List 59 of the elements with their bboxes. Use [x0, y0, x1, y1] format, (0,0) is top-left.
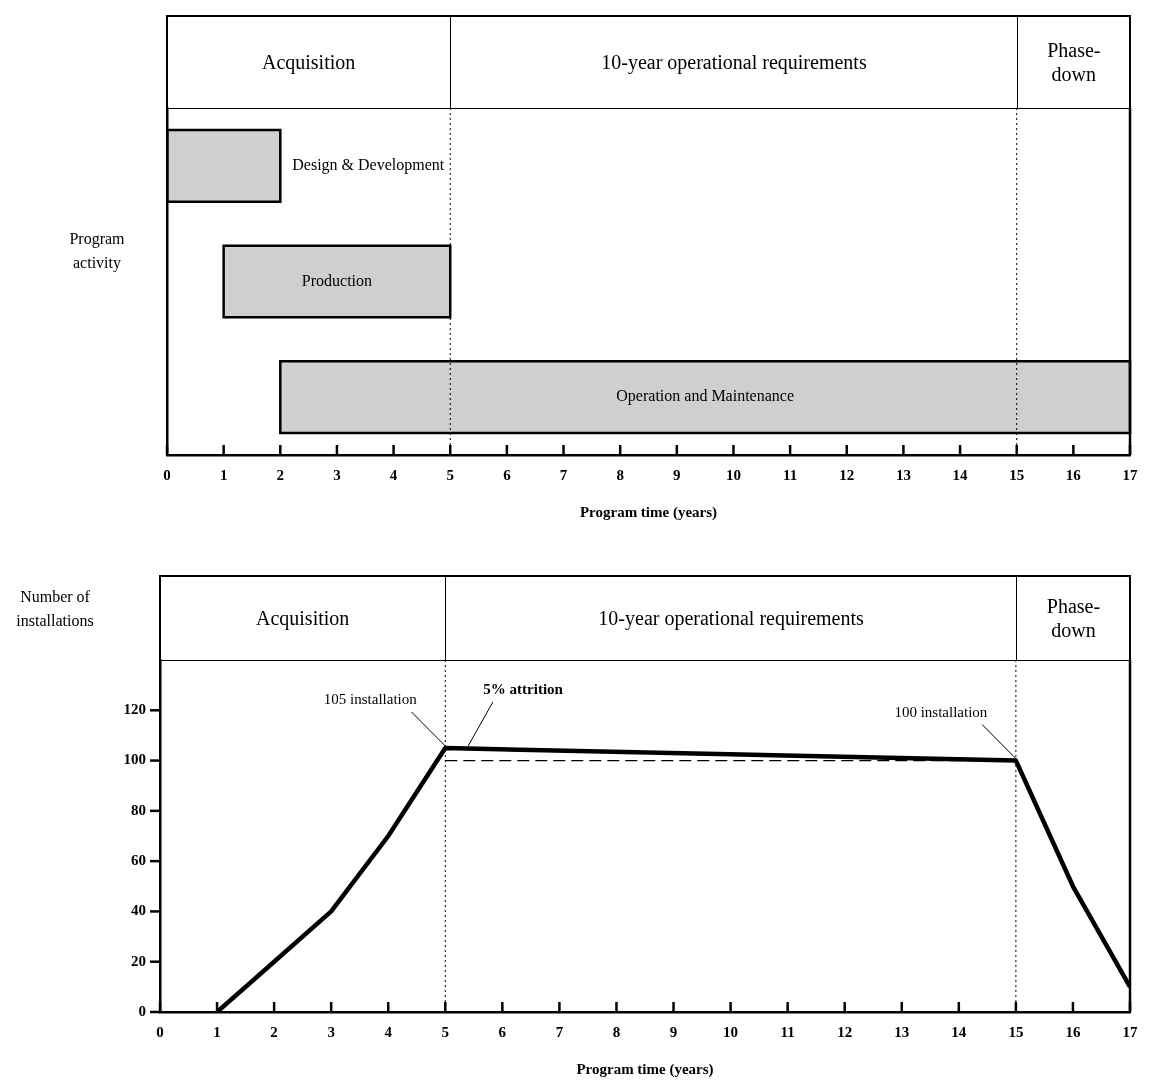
text: 10-year operational requirements — [601, 49, 867, 74]
y-tick-label: 0 — [138, 1002, 146, 1019]
text: Acquisition — [261, 49, 356, 74]
x-tick-label: 15 — [1009, 466, 1025, 483]
x-axis-title: Program time (years) — [579, 503, 718, 521]
x-tick-label: 6 — [498, 1023, 507, 1040]
x-tick-label: 9 — [669, 1023, 678, 1040]
x-tick-label: 17 — [1122, 1023, 1138, 1040]
x-tick-label: 10 — [723, 1023, 739, 1040]
x-tick-label: 10 — [725, 466, 741, 483]
x-tick-label: 9 — [673, 466, 681, 483]
x-tick-label: 11 — [780, 1023, 795, 1040]
x-tick-label: 13 — [895, 466, 911, 483]
annotation: 5% attrition — [483, 681, 564, 698]
y-tick-label: Design & Development — [292, 156, 445, 175]
x-axis-title: Program time (years) — [576, 1060, 714, 1078]
x-tick-label: 7 — [555, 1023, 564, 1040]
x-tick-label: 14 — [952, 466, 969, 483]
x-tick-label: 16 — [1065, 466, 1082, 483]
x-tick-label: 1 — [213, 1023, 221, 1040]
x-tick-label: 2 — [276, 466, 285, 483]
y-tick-label: Production — [301, 271, 373, 289]
y-tick-label: Operation and Maintenance — [616, 387, 794, 406]
text: Phase-down — [1046, 37, 1102, 86]
x-tick-label: 4 — [389, 466, 398, 483]
x-tick-label: 12 — [839, 466, 855, 483]
y-tick-label: 80 — [131, 801, 146, 818]
x-tick-label: 16 — [1065, 1023, 1081, 1040]
x-tick-label: 5 — [441, 1023, 450, 1040]
y-tick-label: 100 — [123, 751, 146, 768]
x-tick-label: 3 — [327, 1023, 335, 1040]
text: Acquisition — [255, 605, 350, 630]
x-tick-label: 1 — [219, 466, 228, 483]
x-tick-label: 0 — [163, 466, 171, 483]
y-tick-label: 40 — [131, 902, 146, 919]
x-tick-label: 8 — [616, 466, 624, 483]
text: Phase-down — [1045, 593, 1102, 642]
x-tick-label: 17 — [1122, 466, 1138, 483]
x-tick-label: 0 — [156, 1023, 164, 1040]
x-tick-label: 14 — [951, 1023, 967, 1040]
annotation: 105 installation — [323, 691, 418, 708]
x-tick-label: 8 — [612, 1023, 621, 1040]
x-tick-label: 13 — [894, 1023, 910, 1040]
x-tick-label: 5 — [446, 466, 454, 483]
y-tick-label: 120 — [123, 701, 146, 718]
x-tick-label: 2 — [270, 1023, 278, 1040]
x-tick-label: 15 — [1008, 1023, 1024, 1040]
y-tick-label: 60 — [131, 852, 146, 869]
x-tick-label: 4 — [384, 1023, 393, 1040]
y-axis-title: Number of installations — [16, 588, 94, 630]
x-tick-label: 12 — [837, 1023, 853, 1040]
annotation: 100 installation — [894, 704, 988, 721]
text: 10-year operational requirements — [598, 605, 864, 630]
y-axis-title: Program activity — [69, 229, 126, 272]
y-tick-label: 20 — [131, 952, 146, 969]
x-tick-label: 6 — [503, 466, 512, 483]
x-tick-label: 11 — [783, 466, 798, 483]
x-tick-label: 7 — [559, 466, 568, 483]
x-tick-label: 3 — [333, 466, 341, 483]
